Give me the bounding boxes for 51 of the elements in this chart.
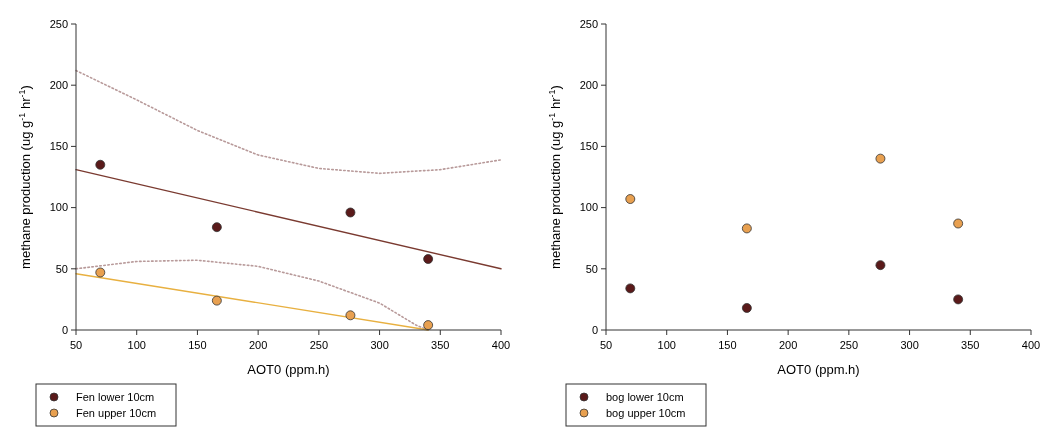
- x-tick-label: 150: [718, 339, 737, 351]
- x-tick-label: 350: [431, 339, 450, 351]
- x-tick-label: 150: [188, 339, 207, 351]
- y-tick-label: 50: [585, 262, 598, 275]
- line-series: [75, 69, 502, 175]
- x-tick-label: 250: [839, 339, 859, 351]
- y-tick-label: 100: [49, 201, 68, 214]
- y-tick-label: 250: [49, 17, 68, 30]
- y-tick-label: 200: [579, 79, 598, 92]
- x-tick-label: 200: [248, 339, 268, 351]
- x-tick-label: 300: [900, 339, 919, 351]
- y-tick-label: 0: [61, 323, 68, 336]
- legend-label: Fen upper 10cm: [76, 406, 157, 419]
- point: [625, 283, 636, 294]
- x-tick-label: 100: [127, 339, 146, 351]
- y-tick-label: 0: [591, 323, 598, 336]
- legend-label: Fen lower 10cm: [76, 390, 155, 403]
- point: [345, 207, 356, 218]
- point: [875, 153, 886, 164]
- x-tick-label: 200: [778, 339, 798, 351]
- point: [211, 295, 222, 306]
- point: [741, 303, 752, 313]
- x-tick-label: 50: [69, 339, 83, 351]
- point: [95, 159, 106, 170]
- x-tick-label: 400: [1021, 339, 1041, 351]
- point: [625, 194, 636, 204]
- x-tick-label: 50: [599, 339, 613, 351]
- x-axis-title: AOT0 (ppm.h): [247, 362, 330, 377]
- point: [423, 320, 434, 330]
- x-axis-title: AOT0 (ppm.h): [777, 362, 860, 377]
- point: [953, 294, 964, 305]
- y-tick-label: 50: [55, 262, 68, 275]
- x-tick-label: 250: [309, 339, 329, 351]
- y-tick-label: 250: [579, 17, 598, 30]
- point: [345, 310, 356, 321]
- x-tick-label: 400: [491, 339, 511, 351]
- y-tick-label: 150: [579, 140, 598, 153]
- point: [423, 254, 434, 264]
- y-tick-label: 100: [579, 201, 598, 214]
- x-tick-label: 300: [370, 339, 389, 351]
- point: [211, 222, 222, 233]
- point: [95, 267, 106, 278]
- legend-label: bog upper 10cm: [606, 406, 686, 419]
- x-tick-label: 350: [961, 339, 980, 351]
- point: [953, 218, 964, 229]
- y-tick-label: 150: [49, 140, 68, 153]
- point: [875, 260, 886, 271]
- legend-label: bog lower 10cm: [606, 390, 684, 403]
- point: [741, 223, 752, 234]
- x-tick-label: 100: [657, 339, 676, 351]
- y-tick-label: 200: [49, 79, 68, 92]
